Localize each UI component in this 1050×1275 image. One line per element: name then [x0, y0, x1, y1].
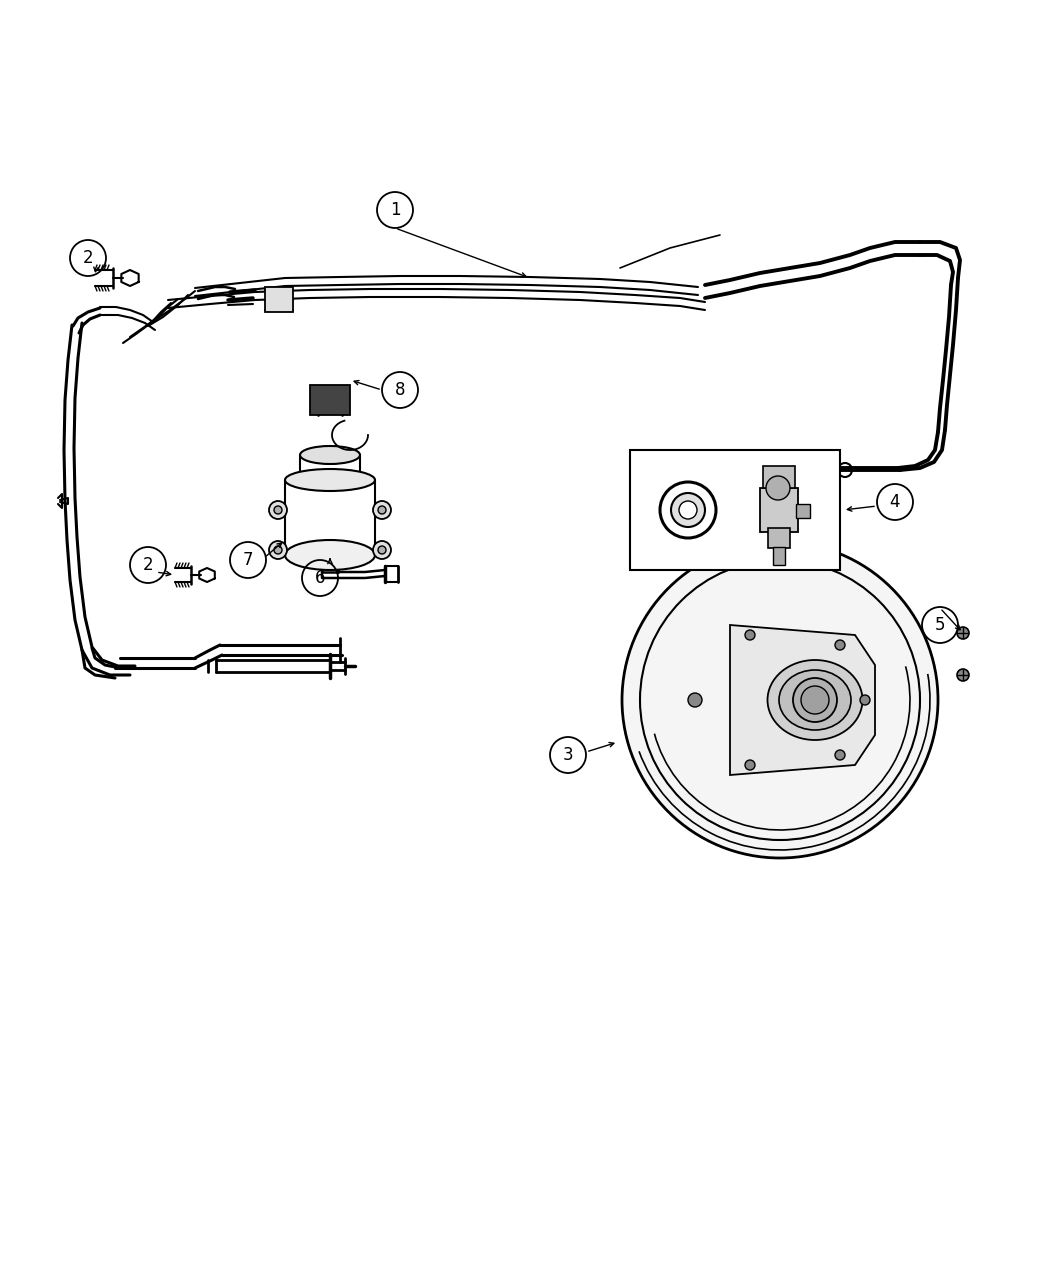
Circle shape — [373, 501, 391, 519]
Circle shape — [269, 501, 287, 519]
Circle shape — [688, 694, 702, 708]
Text: 4: 4 — [889, 493, 900, 511]
Circle shape — [274, 546, 282, 555]
Circle shape — [671, 493, 705, 527]
Bar — [760, 488, 798, 532]
Bar — [768, 528, 790, 548]
Circle shape — [766, 476, 790, 500]
Circle shape — [957, 669, 969, 681]
Circle shape — [801, 686, 830, 714]
Text: 7: 7 — [243, 551, 253, 569]
Circle shape — [378, 546, 386, 555]
Text: 5: 5 — [934, 616, 945, 634]
Bar — [773, 547, 785, 565]
Text: 2: 2 — [143, 556, 153, 574]
Circle shape — [269, 541, 287, 558]
Circle shape — [793, 678, 837, 722]
Circle shape — [622, 542, 938, 858]
Bar — [763, 465, 795, 488]
Bar — [265, 287, 293, 312]
Bar — [310, 385, 350, 414]
Circle shape — [835, 750, 845, 760]
Circle shape — [957, 627, 969, 639]
Circle shape — [660, 482, 716, 538]
Circle shape — [860, 695, 870, 705]
Ellipse shape — [285, 541, 375, 570]
Circle shape — [746, 760, 755, 770]
Ellipse shape — [285, 469, 375, 491]
Text: 8: 8 — [395, 381, 405, 399]
Text: 6: 6 — [315, 569, 326, 586]
Ellipse shape — [300, 446, 360, 464]
Bar — [796, 504, 810, 518]
Circle shape — [835, 640, 845, 650]
Polygon shape — [730, 625, 875, 775]
Bar — [630, 450, 840, 570]
Ellipse shape — [779, 669, 851, 731]
Text: 2: 2 — [83, 249, 93, 266]
Text: 1: 1 — [390, 201, 400, 219]
Circle shape — [378, 506, 386, 514]
Circle shape — [274, 506, 282, 514]
Ellipse shape — [768, 660, 862, 740]
Text: 3: 3 — [563, 746, 573, 764]
Circle shape — [746, 630, 755, 640]
Circle shape — [373, 541, 391, 558]
Circle shape — [679, 501, 697, 519]
